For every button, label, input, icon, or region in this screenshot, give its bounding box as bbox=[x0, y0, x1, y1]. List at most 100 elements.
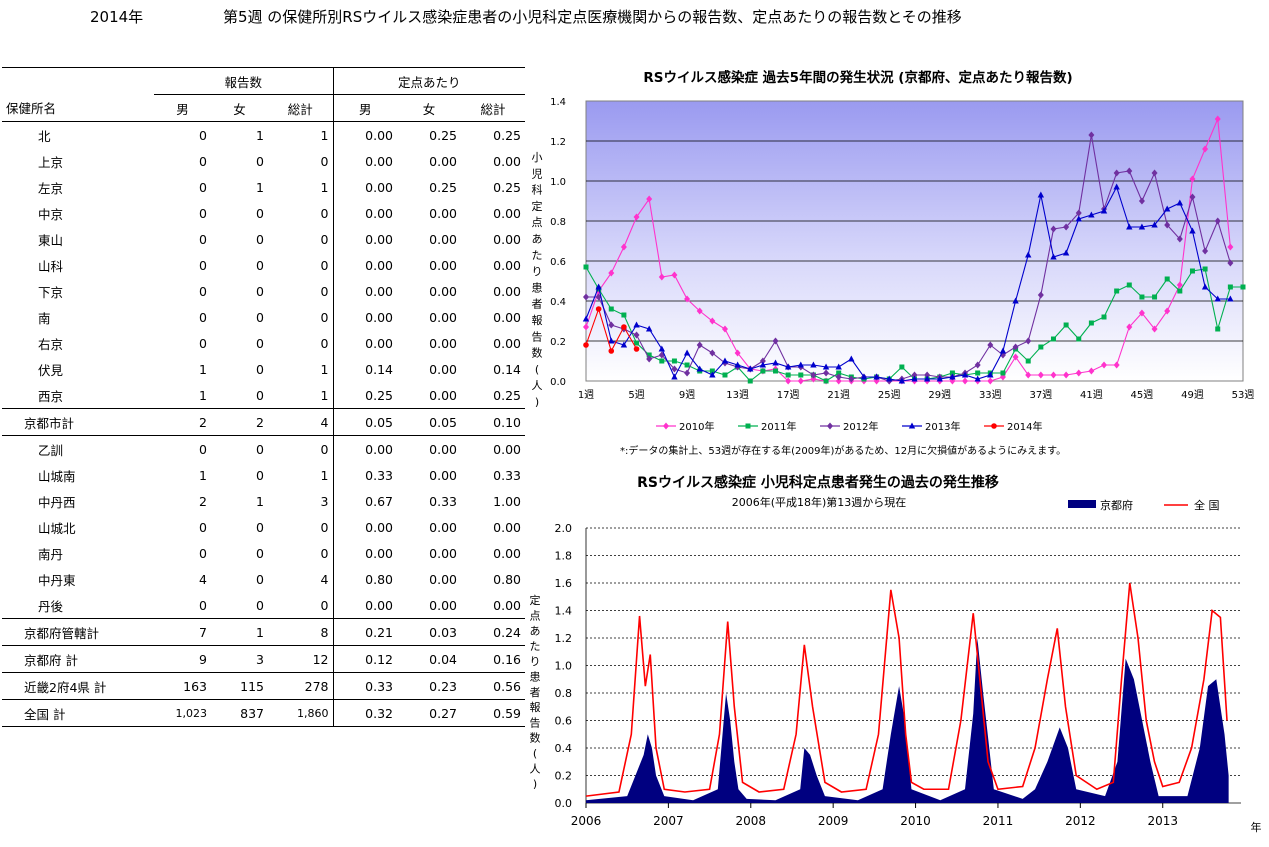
data-point bbox=[634, 340, 640, 346]
row-name: 中丹東 bbox=[38, 572, 76, 588]
x-tick-label: 1週 bbox=[578, 389, 594, 401]
cell-value: 0 bbox=[256, 441, 264, 457]
x-tick-label: 33週 bbox=[979, 389, 1002, 401]
cell-value: 0 bbox=[256, 519, 264, 535]
data-point bbox=[886, 375, 893, 382]
data-point bbox=[747, 365, 754, 372]
cell-value: 0.00 bbox=[429, 335, 457, 351]
cell-value: 4 bbox=[268, 566, 334, 592]
data-point bbox=[835, 377, 842, 385]
cell-value: 0.00 bbox=[493, 441, 522, 457]
data-point bbox=[1176, 281, 1183, 289]
data-point bbox=[1012, 353, 1019, 361]
data-point bbox=[1151, 325, 1158, 333]
x-tick-label: 25週 bbox=[878, 389, 901, 401]
data-point bbox=[633, 213, 640, 221]
cell-value: 1 bbox=[154, 382, 211, 409]
data-point bbox=[772, 359, 779, 366]
table-row: 西京 1 0 1 0.25 0.00 0.25 bbox=[2, 382, 526, 409]
cell-value: 0 bbox=[268, 148, 334, 174]
data-point bbox=[1025, 337, 1032, 345]
y-tick-label: 0.0 bbox=[550, 377, 566, 388]
data-point bbox=[1038, 344, 1044, 350]
y-tick-label: 1.6 bbox=[555, 577, 573, 590]
data-point bbox=[1227, 295, 1234, 302]
ylabel-char: ) bbox=[533, 778, 537, 791]
data-point bbox=[633, 346, 640, 352]
table-row: 山城北 0 0 0 0.00 0.00 0.00 bbox=[2, 514, 525, 540]
data-point bbox=[898, 377, 906, 384]
data-point bbox=[696, 341, 703, 349]
data-point bbox=[745, 423, 751, 429]
x-axis-label: 年 bbox=[1251, 820, 1262, 834]
ylabel-char: 小 bbox=[532, 151, 543, 164]
legend-label: 全 国 bbox=[1194, 498, 1220, 512]
cell-value: 0.00 bbox=[429, 257, 457, 273]
data-point bbox=[1100, 207, 1108, 214]
series-2014年 bbox=[583, 306, 640, 354]
data-point bbox=[1126, 323, 1133, 331]
data-point bbox=[1113, 183, 1120, 190]
data-point bbox=[949, 370, 955, 376]
data-point bbox=[1151, 169, 1158, 177]
table-row: 山城南 1 0 1 0.33 0.00 0.33 bbox=[2, 462, 525, 488]
data-point bbox=[1012, 343, 1019, 351]
data-point bbox=[646, 352, 652, 358]
row-name: 東山 bbox=[38, 232, 64, 248]
table-row: 下京 0 0 0 0.00 0.00 0.00 bbox=[2, 278, 525, 304]
data-point bbox=[949, 373, 956, 380]
cell-value: 0 bbox=[256, 467, 264, 483]
legend-swatch bbox=[1068, 500, 1096, 508]
column-header: 女 bbox=[211, 94, 268, 122]
data-point bbox=[784, 363, 792, 370]
cell-value: 0.00 bbox=[333, 592, 397, 619]
x-tick-label: 2008 bbox=[736, 814, 767, 828]
cell-value: 0.00 bbox=[365, 545, 393, 561]
data-point bbox=[1088, 320, 1094, 326]
cell-value: 0.00 bbox=[493, 519, 522, 535]
y-tick-label: 0.6 bbox=[555, 715, 573, 728]
x-tick-label: 2006 bbox=[571, 814, 602, 828]
data-point bbox=[633, 331, 640, 339]
data-point bbox=[583, 342, 589, 348]
cell-value: 0 bbox=[211, 592, 268, 619]
data-point bbox=[785, 377, 792, 385]
cell-value: 1,023 bbox=[154, 699, 211, 727]
y-tick-label: 0.0 bbox=[555, 797, 573, 810]
column-header: 総計 bbox=[461, 94, 526, 122]
data-point bbox=[671, 365, 678, 373]
y-tick-label: 0.4 bbox=[550, 297, 566, 308]
data-point bbox=[1151, 221, 1158, 228]
legend-item: 2013年 bbox=[902, 420, 960, 433]
x-tick-label: 5週 bbox=[628, 389, 644, 401]
cell-value: 0.10 bbox=[461, 408, 526, 436]
cell-value: 0 bbox=[256, 257, 264, 273]
cell-value: 1 bbox=[256, 493, 264, 509]
cell-value: 0 bbox=[199, 127, 207, 143]
y-tick-label: 0.4 bbox=[555, 742, 573, 755]
data-point bbox=[822, 363, 830, 370]
cell-value: 1 bbox=[199, 361, 207, 377]
cell-value: 0 bbox=[268, 200, 334, 226]
cell-value: 0 bbox=[268, 540, 334, 566]
ylabel-char: 児 bbox=[532, 167, 543, 180]
x-tick-label: 2007 bbox=[653, 814, 684, 828]
data-point bbox=[1227, 243, 1234, 251]
ylabel-char: 者 bbox=[530, 686, 541, 699]
data-point bbox=[1063, 371, 1070, 379]
row-name: 乙訓 bbox=[38, 442, 64, 458]
data-point bbox=[646, 195, 653, 203]
data-point bbox=[1088, 367, 1095, 375]
table-row: 東山 0 0 0 0.00 0.00 0.00 bbox=[2, 226, 525, 252]
legend-item: 2014年 bbox=[984, 420, 1042, 433]
data-point bbox=[582, 315, 590, 322]
data-point bbox=[633, 321, 640, 328]
cell-value: 0.05 bbox=[397, 408, 461, 436]
x-tick-label: 2011 bbox=[983, 814, 1014, 828]
cell-value: 0.27 bbox=[397, 699, 461, 727]
cell-value: 0.00 bbox=[429, 231, 457, 247]
five-year-line-chart: RSウイルス感染症 過去5年間の発生状況 (京都府、定点あたり報告数) 0.0 0.… bbox=[532, 69, 1255, 457]
data-point bbox=[987, 377, 994, 385]
data-point bbox=[1037, 291, 1044, 299]
